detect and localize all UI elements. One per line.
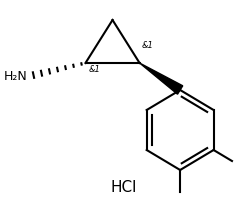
Polygon shape	[140, 63, 183, 94]
Text: H₂N: H₂N	[4, 70, 28, 82]
Text: HCl: HCl	[111, 181, 137, 195]
Text: &1: &1	[142, 41, 153, 50]
Text: &1: &1	[88, 65, 100, 74]
